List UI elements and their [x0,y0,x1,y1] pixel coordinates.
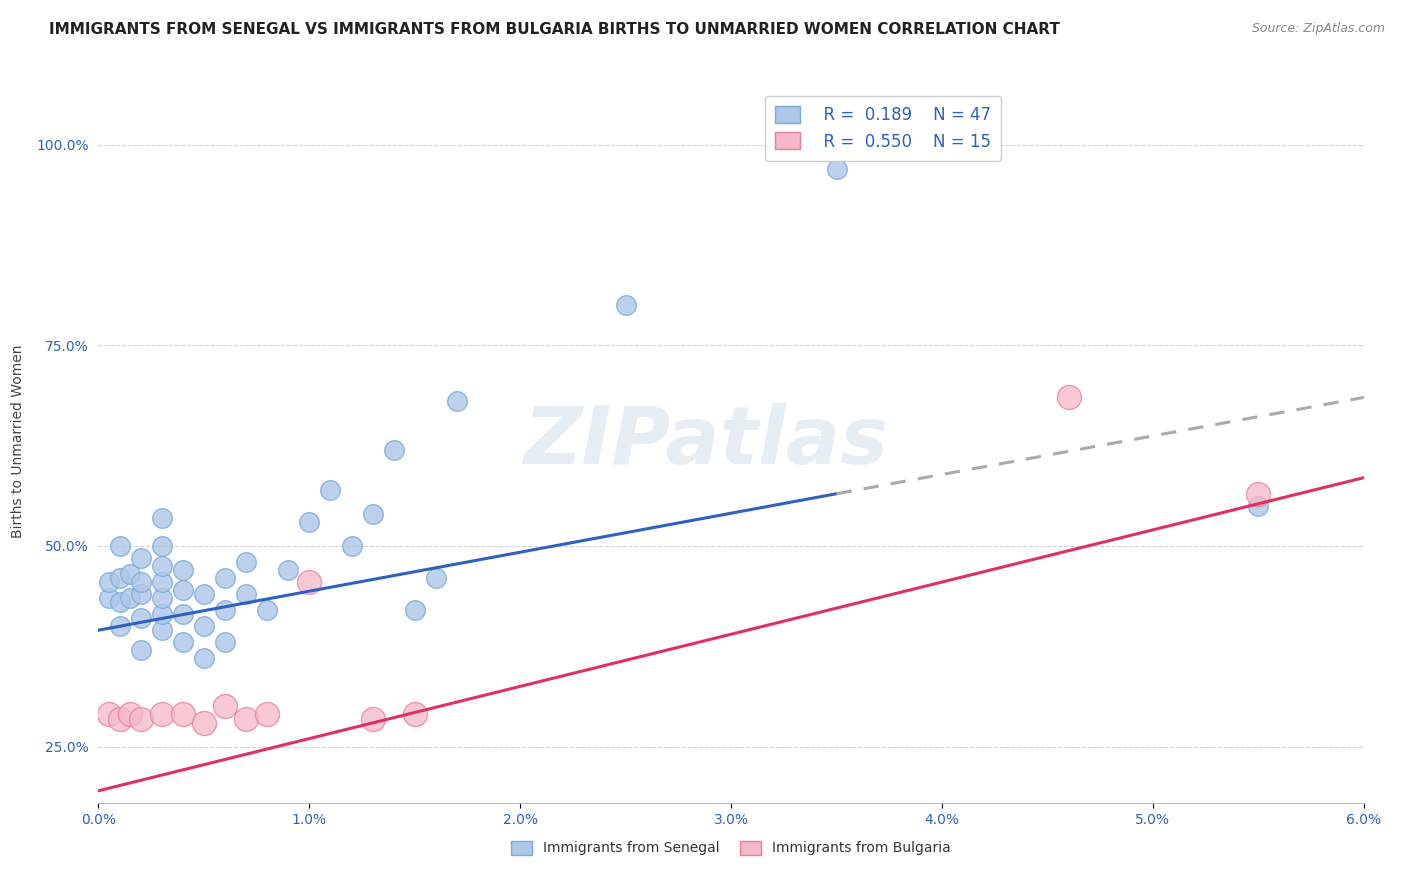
Point [193,587,215,601]
Point [298,575,321,590]
Point [120,567,141,582]
Point [150,607,173,622]
Point [825,161,848,176]
Point [108,619,131,633]
Point [340,539,363,553]
Point [319,483,342,497]
Point [172,707,194,722]
Point [1036,820,1059,834]
Point [150,539,173,553]
Point [129,712,152,726]
Point [214,699,236,714]
Point [129,611,152,625]
Text: IMMIGRANTS FROM SENEGAL VS IMMIGRANTS FROM BULGARIA BIRTHS TO UNMARRIED WOMEN CO: IMMIGRANTS FROM SENEGAL VS IMMIGRANTS FR… [49,22,1060,37]
Point [298,515,321,529]
Point [150,558,173,574]
Point [150,707,173,722]
Point [150,575,173,590]
Point [129,643,152,657]
Point [98,575,121,590]
Point [256,707,278,722]
Point [150,510,173,524]
Point [1247,487,1270,501]
Point [98,707,121,722]
Point [98,591,121,606]
Point [214,603,236,617]
Point [129,575,152,590]
Point [425,571,447,585]
Point [129,551,152,566]
Point [446,394,468,409]
Point [361,712,384,726]
Point [150,623,173,637]
Point [193,715,215,730]
Point [235,555,257,569]
Legend: Immigrants from Senegal, Immigrants from Bulgaria: Immigrants from Senegal, Immigrants from… [506,835,956,861]
Point [614,298,637,312]
Point [214,635,236,649]
Point [235,587,257,601]
Point [404,707,426,722]
Point [256,603,278,617]
Point [108,539,131,553]
Point [214,571,236,585]
Point [404,603,426,617]
Point [361,507,384,521]
Point [129,587,152,601]
Point [120,591,141,606]
Point [193,651,215,665]
Point [172,563,194,577]
Text: Source: ZipAtlas.com: Source: ZipAtlas.com [1251,22,1385,36]
Y-axis label: Births to Unmarried Women: Births to Unmarried Women [11,345,25,538]
Point [120,707,141,722]
Point [193,619,215,633]
Point [172,583,194,598]
Point [108,712,131,726]
Text: ZIPatlas: ZIPatlas [523,402,889,481]
Point [1057,391,1080,405]
Point [235,712,257,726]
Point [931,828,953,842]
Point [150,591,173,606]
Point [108,571,131,585]
Point [108,595,131,609]
Point [172,635,194,649]
Point [382,442,405,457]
Point [277,563,299,577]
Point [1247,499,1270,513]
Point [172,607,194,622]
